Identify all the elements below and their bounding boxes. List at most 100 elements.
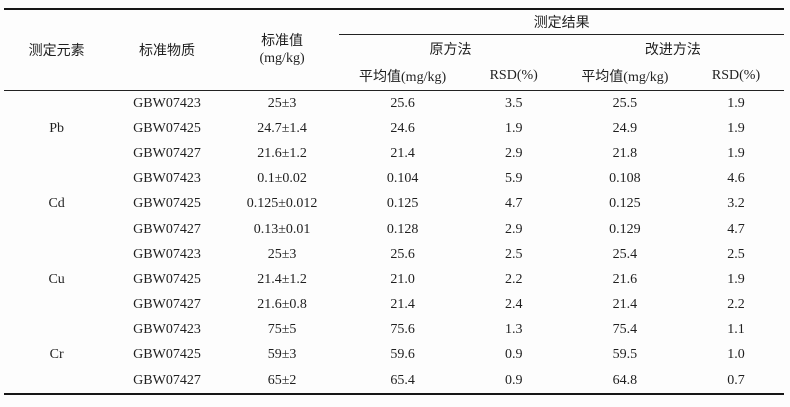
material-cell: GBW07425 (133, 196, 201, 212)
table-row: GBW07425 24.7±1.4 24.6 1.9 24.9 1.9 (4, 116, 784, 141)
mean-improved-cell: 0.108 (609, 171, 641, 187)
material-cell: GBW07425 (133, 120, 201, 136)
material-cell: GBW07423 (133, 95, 201, 111)
material-cell: GBW07423 (133, 322, 201, 338)
mean-original-cell: 25.6 (390, 246, 415, 262)
standard-value-cell: 75±5 (267, 322, 297, 338)
mean-improved-cell: 21.6 (612, 271, 638, 287)
table-row: Cr GBW07423 75±5 75.6 1.3 75.4 1.1 (4, 318, 784, 362)
rsd-improved-cell: 1.9 (727, 145, 745, 161)
rsd-improved-cell: 1.0 (727, 347, 745, 363)
element-cell: Cu (48, 271, 65, 287)
mean-improved-cell: 21.4 (612, 297, 638, 313)
rsd-original-cell: 0.9 (504, 372, 523, 388)
table-container: 测定元素 标准物质 标准值 (mg/kg) 测定结果 原方法 改进方法 平均值(… (4, 8, 784, 396)
standard-value-unit: (mg/kg) (259, 51, 305, 66)
rsd-original-cell: 1.9 (504, 120, 523, 136)
col-header-improved-method: 改进方法 (644, 42, 701, 58)
table-row: GBW07427 0.13±0.01 0.128 2.9 0.129 4.7 (4, 217, 784, 242)
rsd-original-cell: 3.5 (504, 95, 523, 111)
rsd-original-cell: 2.9 (504, 221, 523, 237)
table-row: GBW07425 21.4±1.2 21.0 2.2 21.6 1.9 (4, 267, 784, 292)
standard-value-cell: 25±3 (267, 95, 297, 111)
table-body: Pb GBW07423 25±3 25.6 3.5 25.5 1.9 GBW07… (4, 91, 784, 395)
material-cell: GBW07427 (133, 145, 201, 161)
mean-improved-cell: 0.129 (609, 221, 641, 237)
mean-original-cell: 24.6 (390, 120, 415, 136)
rsd-original-cell: 5.9 (504, 171, 523, 187)
mean-improved-cell: 25.5 (612, 95, 638, 111)
rsd-improved-cell: 1.9 (727, 271, 745, 287)
mean-original-cell: 21.4 (390, 297, 415, 313)
header-row-results: 测定元素 标准物质 标准值 (mg/kg) 测定结果 (4, 9, 784, 66)
mean-original-cell: 0.128 (386, 221, 419, 237)
standard-value-cell: 59±3 (267, 347, 297, 363)
rsd-original-cell: 2.5 (504, 246, 523, 262)
table-row: GBW07427 21.6±1.2 21.4 2.9 21.8 1.9 (4, 141, 784, 166)
mean-original-cell: 21.0 (390, 271, 415, 287)
standard-value-cell: 21.6±1.2 (257, 145, 307, 161)
mean-original-cell: 0.104 (386, 171, 419, 187)
table-row: GBW07425 0.125±0.012 0.125 4.7 0.125 3.2 (4, 192, 784, 217)
col-header-element: 测定元素 (28, 44, 85, 59)
mean-original-cell: 65.4 (390, 372, 415, 388)
rsd-improved-cell: 1.9 (727, 120, 745, 136)
mean-original-cell: 21.4 (390, 145, 415, 161)
standard-value-cell: 24.7±1.4 (257, 120, 307, 136)
col-header-rsd-original: RSD(%) (489, 68, 538, 83)
element-cell: Cd (48, 196, 65, 212)
col-header-mean-original: 平均值(mg/kg) (359, 70, 447, 85)
rsd-improved-cell: 2.5 (727, 246, 745, 262)
mean-improved-cell: 21.8 (612, 145, 638, 161)
table-row: Cd GBW07423 0.1±0.02 0.104 5.9 0.108 4.6 (4, 167, 784, 211)
mean-improved-cell: 75.4 (612, 322, 638, 338)
col-header-rsd-improved: RSD(%) (711, 68, 761, 83)
header-row-metrics: 平均值(mg/kg) RSD(%) 平均值(mg/kg) RSD(%) (4, 62, 784, 91)
table-row: GBW07427 65±2 65.4 0.9 64.8 0.7 (4, 368, 784, 394)
mean-improved-cell: 0.125 (609, 196, 641, 212)
mean-original-cell: 25.6 (390, 95, 415, 111)
rsd-original-cell: 2.2 (504, 271, 523, 287)
header-row-methods: 原方法 改进方法 (4, 35, 784, 63)
rsd-improved-cell: 0.7 (727, 372, 745, 388)
mean-improved-cell: 64.8 (612, 372, 638, 388)
table-header: 测定元素 标准物质 标准值 (mg/kg) 测定结果 原方法 改进方法 平均值(… (4, 9, 784, 91)
rsd-improved-cell: 4.6 (727, 171, 745, 187)
rsd-original-cell: 2.4 (504, 297, 523, 313)
col-header-results-group: 测定结果 (339, 9, 784, 35)
material-cell: GBW07423 (133, 171, 201, 187)
element-cell: Pb (49, 120, 65, 136)
element-cell: Cr (49, 347, 64, 363)
results-table: 测定元素 标准物质 标准值 (mg/kg) 测定结果 原方法 改进方法 平均值(… (4, 8, 784, 396)
material-cell: GBW07427 (133, 372, 201, 388)
material-cell: GBW07427 (133, 297, 201, 313)
mean-original-cell: 59.6 (390, 347, 415, 363)
rsd-improved-cell: 4.7 (727, 221, 745, 237)
rsd-original-cell: 4.7 (504, 196, 523, 212)
mean-improved-cell: 59.5 (612, 347, 638, 363)
table-row: Cu GBW07423 25±3 25.6 2.5 25.4 2.5 (4, 242, 784, 287)
standard-value-cell: 21.4±1.2 (257, 271, 307, 287)
rsd-original-cell: 2.9 (504, 145, 523, 161)
standard-value-cell: 0.13±0.01 (253, 221, 311, 237)
mean-improved-cell: 25.4 (612, 246, 638, 262)
standard-value-cell: 21.6±0.8 (257, 297, 307, 313)
table-row: GBW07425 59±3 59.6 0.9 59.5 1.0 (4, 343, 784, 368)
standard-value-cell: 0.1±0.02 (257, 171, 307, 187)
table-row: Pb GBW07423 25±3 25.6 3.5 25.5 1.9 (4, 91, 784, 136)
rsd-improved-cell: 1.1 (727, 322, 745, 338)
mean-improved-cell: 24.9 (612, 120, 638, 136)
standard-value-cell: 0.125±0.012 (246, 196, 318, 212)
rsd-original-cell: 0.9 (504, 347, 523, 363)
standard-value-cell: 65±2 (267, 372, 297, 388)
col-header-standard-value: 标准值 (mg/kg) (225, 9, 340, 91)
col-header-material: 标准物质 (139, 44, 196, 59)
standard-value-label: 标准值 (261, 33, 304, 49)
material-cell: GBW07425 (133, 271, 201, 287)
rsd-improved-cell: 3.2 (727, 196, 745, 212)
material-cell: GBW07427 (133, 221, 201, 237)
col-header-mean-improved: 平均值(mg/kg) (581, 70, 669, 85)
table-row: GBW07427 21.6±0.8 21.4 2.4 21.4 2.2 (4, 293, 784, 318)
rsd-improved-cell: 1.9 (727, 95, 745, 111)
mean-original-cell: 75.6 (390, 322, 415, 338)
